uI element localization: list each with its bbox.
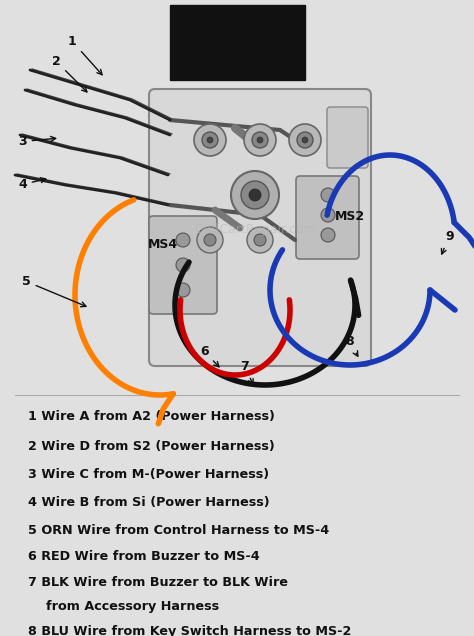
Circle shape <box>194 124 226 156</box>
Circle shape <box>321 208 335 222</box>
Circle shape <box>252 132 268 148</box>
Text: 8 BLU Wire from Key Switch Harness to MS-2: 8 BLU Wire from Key Switch Harness to MS… <box>28 625 351 636</box>
Text: from Accessory Harness: from Accessory Harness <box>28 600 219 613</box>
FancyBboxPatch shape <box>149 89 371 366</box>
Text: 5: 5 <box>22 275 86 307</box>
Text: 8: 8 <box>345 335 358 356</box>
Circle shape <box>321 188 335 202</box>
FancyBboxPatch shape <box>327 107 368 168</box>
Text: 3: 3 <box>18 135 55 148</box>
Circle shape <box>241 181 269 209</box>
Circle shape <box>176 258 190 272</box>
Text: 2 Wire D from S2 (Power Harness): 2 Wire D from S2 (Power Harness) <box>28 440 275 453</box>
Text: 3 Wire C from M-(Power Harness): 3 Wire C from M-(Power Harness) <box>28 468 269 481</box>
Circle shape <box>321 228 335 242</box>
Circle shape <box>249 189 261 201</box>
Circle shape <box>197 227 223 253</box>
Circle shape <box>247 227 273 253</box>
Text: 7: 7 <box>240 360 253 384</box>
FancyBboxPatch shape <box>296 176 359 259</box>
Circle shape <box>297 132 313 148</box>
Circle shape <box>257 137 263 143</box>
Circle shape <box>176 283 190 297</box>
Circle shape <box>207 137 213 143</box>
Circle shape <box>254 234 266 246</box>
Text: 1: 1 <box>68 35 102 75</box>
Text: 6 RED Wire from Buzzer to MS-4: 6 RED Wire from Buzzer to MS-4 <box>28 550 260 563</box>
Text: 9: 9 <box>441 230 454 254</box>
Circle shape <box>244 124 276 156</box>
Circle shape <box>289 124 321 156</box>
Text: 6: 6 <box>200 345 219 367</box>
FancyBboxPatch shape <box>149 216 217 314</box>
Circle shape <box>302 137 308 143</box>
Text: GolfCartRepair.com: GolfCartRepair.com <box>194 223 316 237</box>
Text: 7 BLK Wire from Buzzer to BLK Wire: 7 BLK Wire from Buzzer to BLK Wire <box>28 576 288 589</box>
Bar <box>170 5 305 80</box>
Circle shape <box>176 233 190 247</box>
Text: 2: 2 <box>52 55 87 92</box>
Circle shape <box>202 132 218 148</box>
Circle shape <box>231 171 279 219</box>
Text: 4: 4 <box>18 177 46 191</box>
Text: 4 Wire B from Si (Power Harness): 4 Wire B from Si (Power Harness) <box>28 496 270 509</box>
Text: MS4: MS4 <box>148 238 178 251</box>
Text: 5 ORN Wire from Control Harness to MS-4: 5 ORN Wire from Control Harness to MS-4 <box>28 524 329 537</box>
Circle shape <box>204 234 216 246</box>
Text: 1 Wire A from A2 (Power Harness): 1 Wire A from A2 (Power Harness) <box>28 410 275 423</box>
Text: MS2: MS2 <box>335 210 365 223</box>
